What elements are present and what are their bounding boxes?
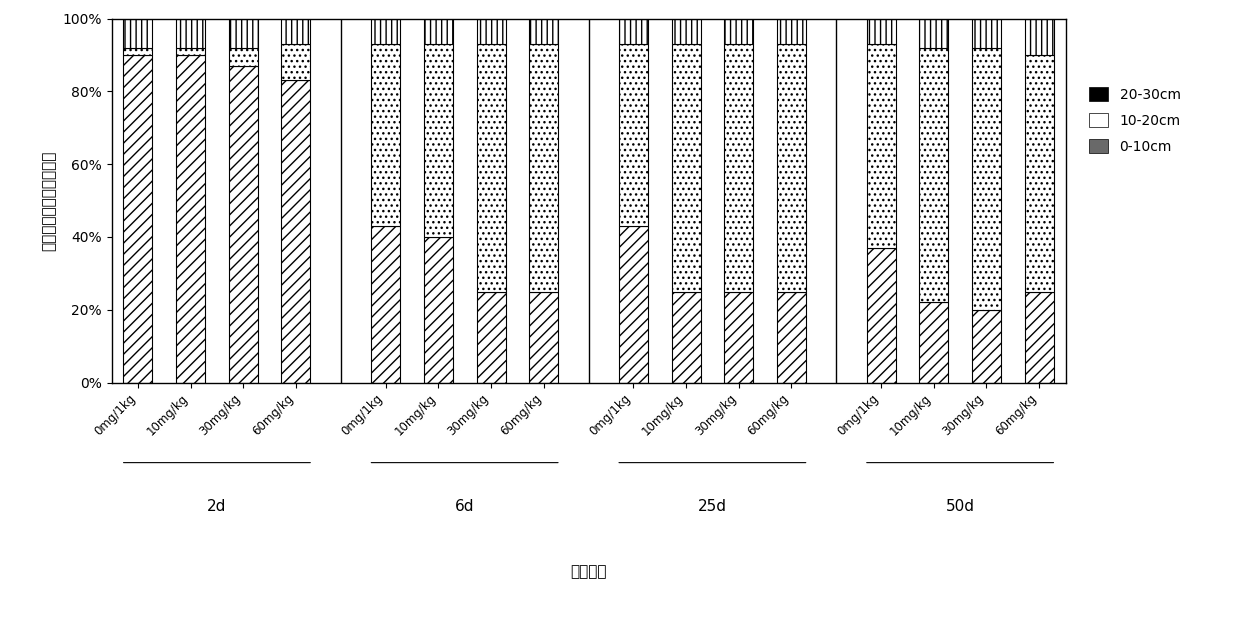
Bar	[866, 44, 896, 248]
Bar	[1025, 19, 1053, 55]
Text: 50d: 50d	[945, 499, 975, 514]
Bar	[529, 292, 559, 383]
Bar	[477, 292, 506, 383]
Bar	[281, 80, 311, 383]
Bar	[477, 19, 506, 44]
Legend: 20-30cm, 10-20cm, 0-10cm: 20-30cm, 10-20cm, 0-10cm	[1082, 80, 1188, 160]
Bar	[372, 226, 400, 383]
Y-axis label: 不同土层蚂蚁分布百分比: 不同土层蚂蚁分布百分比	[42, 151, 57, 251]
Bar	[477, 44, 506, 292]
Text: 处理设置: 处理设置	[570, 565, 607, 579]
Bar	[176, 19, 206, 48]
Bar	[777, 44, 805, 292]
Bar	[372, 19, 400, 44]
Bar	[866, 19, 896, 44]
Bar	[618, 44, 648, 226]
Bar	[971, 310, 1001, 383]
Bar	[124, 19, 152, 48]
Bar	[1025, 55, 1053, 292]
Bar	[618, 226, 648, 383]
Bar	[971, 48, 1001, 310]
Bar	[725, 292, 753, 383]
Bar	[176, 55, 206, 383]
Text: 25d: 25d	[698, 499, 727, 514]
Bar	[424, 237, 452, 383]
Bar	[725, 44, 753, 292]
Bar	[229, 66, 258, 383]
Bar	[281, 19, 311, 44]
Bar	[124, 55, 152, 383]
Bar	[1025, 292, 1053, 383]
Text: 2d: 2d	[207, 499, 227, 514]
Bar	[124, 48, 152, 55]
Bar	[777, 19, 805, 44]
Bar	[529, 19, 559, 44]
Bar	[424, 44, 452, 237]
Bar	[618, 19, 648, 44]
Bar	[529, 44, 559, 292]
Bar	[424, 19, 452, 44]
Bar	[919, 48, 948, 302]
Bar	[672, 292, 700, 383]
Bar	[672, 19, 700, 44]
Bar	[725, 19, 753, 44]
Text: 6d: 6d	[455, 499, 475, 514]
Bar	[229, 48, 258, 66]
Bar	[777, 292, 805, 383]
Bar	[176, 48, 206, 55]
Bar	[919, 19, 948, 48]
Bar	[971, 19, 1001, 48]
Bar	[372, 44, 400, 226]
Bar	[229, 19, 258, 48]
Bar	[672, 44, 700, 292]
Bar	[919, 302, 948, 383]
Bar	[281, 44, 311, 80]
Bar	[866, 248, 896, 383]
